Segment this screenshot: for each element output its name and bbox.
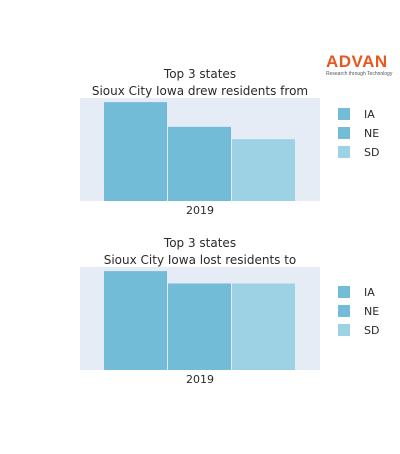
chart-2-bar-sd [232, 283, 295, 370]
chart-2-bar-ne [168, 283, 231, 370]
chart-1-legend-label-ne: NE [364, 127, 379, 140]
logo-wordmark: ADVAN [326, 52, 388, 71]
chart-2-legend-label-sd: SD [364, 324, 379, 337]
chart-1-x-tick-label: 2019 [186, 204, 214, 217]
chart-1-bar-sd [232, 139, 295, 201]
chart-1-legend-label-sd: SD [364, 146, 379, 159]
chart-2-x-tick-label: 2019 [186, 373, 214, 386]
advan-logo: ADVAN Research through Technology [326, 53, 396, 79]
chart-1-bar-ia [104, 102, 167, 201]
chart-2-legend-swatch-sd [338, 324, 350, 336]
chart-1-legend-label-ia: IA [364, 108, 375, 121]
chart-2-legend-swatch-ne [338, 305, 350, 317]
chart-1-legend-swatch-ia [338, 108, 350, 120]
chart-2-legend-swatch-ia [338, 286, 350, 298]
chart-2-title-line-1: Top 3 states [163, 236, 236, 250]
chart-1-bar-ne [168, 126, 231, 201]
chart-2-bar-ia [104, 271, 167, 370]
chart-2-title-line-2: Sioux City Iowa lost residents to [104, 253, 297, 267]
chart-1-title-line-2: Sioux City Iowa drew residents from [92, 84, 308, 98]
chart-1-legend-swatch-sd [338, 146, 350, 158]
chart-1-title-line-1: Top 3 states [163, 67, 236, 81]
chart-1-legend-swatch-ne [338, 127, 350, 139]
chart-2-legend-label-ia: IA [364, 286, 375, 299]
chart-2-legend-label-ne: NE [364, 305, 379, 318]
logo-tagline: Research through Technology [326, 71, 393, 77]
